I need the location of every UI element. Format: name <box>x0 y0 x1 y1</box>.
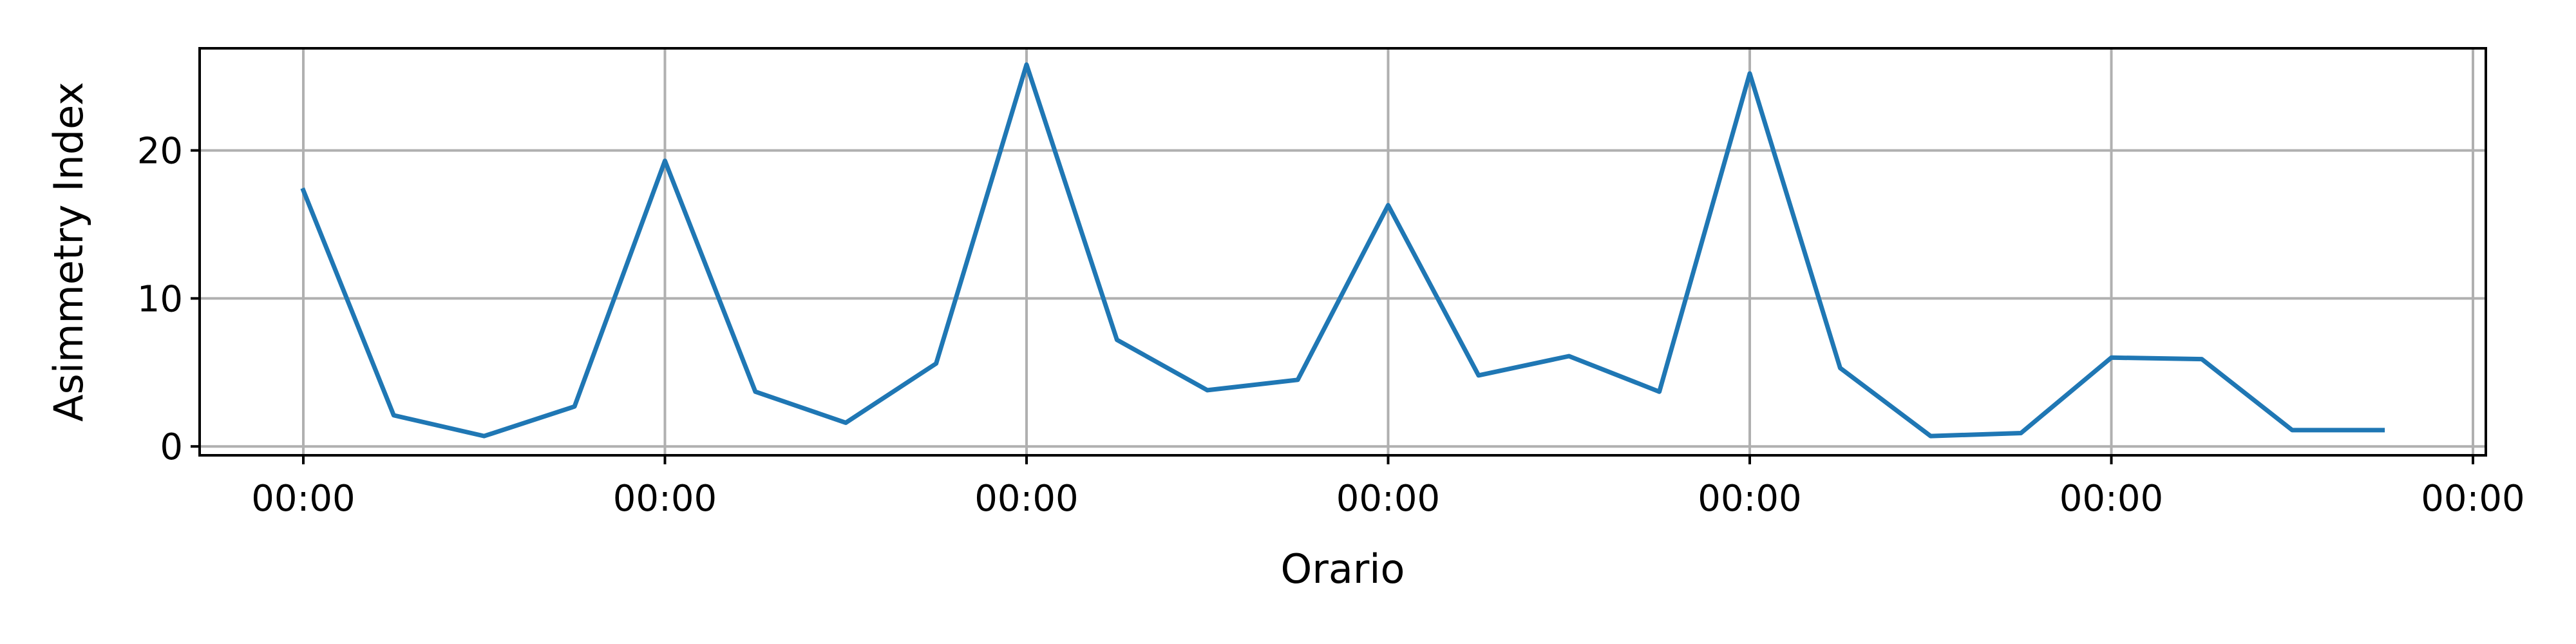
y-tick-label: 10 <box>137 278 183 320</box>
gridlines <box>200 48 2486 455</box>
series-layer <box>300 62 2385 439</box>
x-tick-label: 00:00 <box>2060 478 2163 520</box>
x-tick-label: 00:00 <box>251 478 355 520</box>
x-tick-label: 00:00 <box>1698 478 1801 520</box>
series-line <box>300 62 2385 439</box>
y-tick-label: 20 <box>137 131 183 173</box>
x-tick-label: 00:00 <box>613 478 717 520</box>
y-axis-label: Asimmetry Index <box>45 82 92 422</box>
x-tick-label: 00:00 <box>974 478 1078 520</box>
y-tick-label: 0 <box>160 426 183 468</box>
axis-ticks: 00:00 00:00 00:00 00:00 00:00 00:00 00:00 0 10 20 <box>137 131 2525 520</box>
x-axis-label: Orario <box>1281 545 1405 592</box>
plot-frame <box>198 47 2487 457</box>
x-tick-label: 00:00 <box>2421 478 2524 520</box>
x-tick-label: 00:00 <box>1336 478 1440 520</box>
